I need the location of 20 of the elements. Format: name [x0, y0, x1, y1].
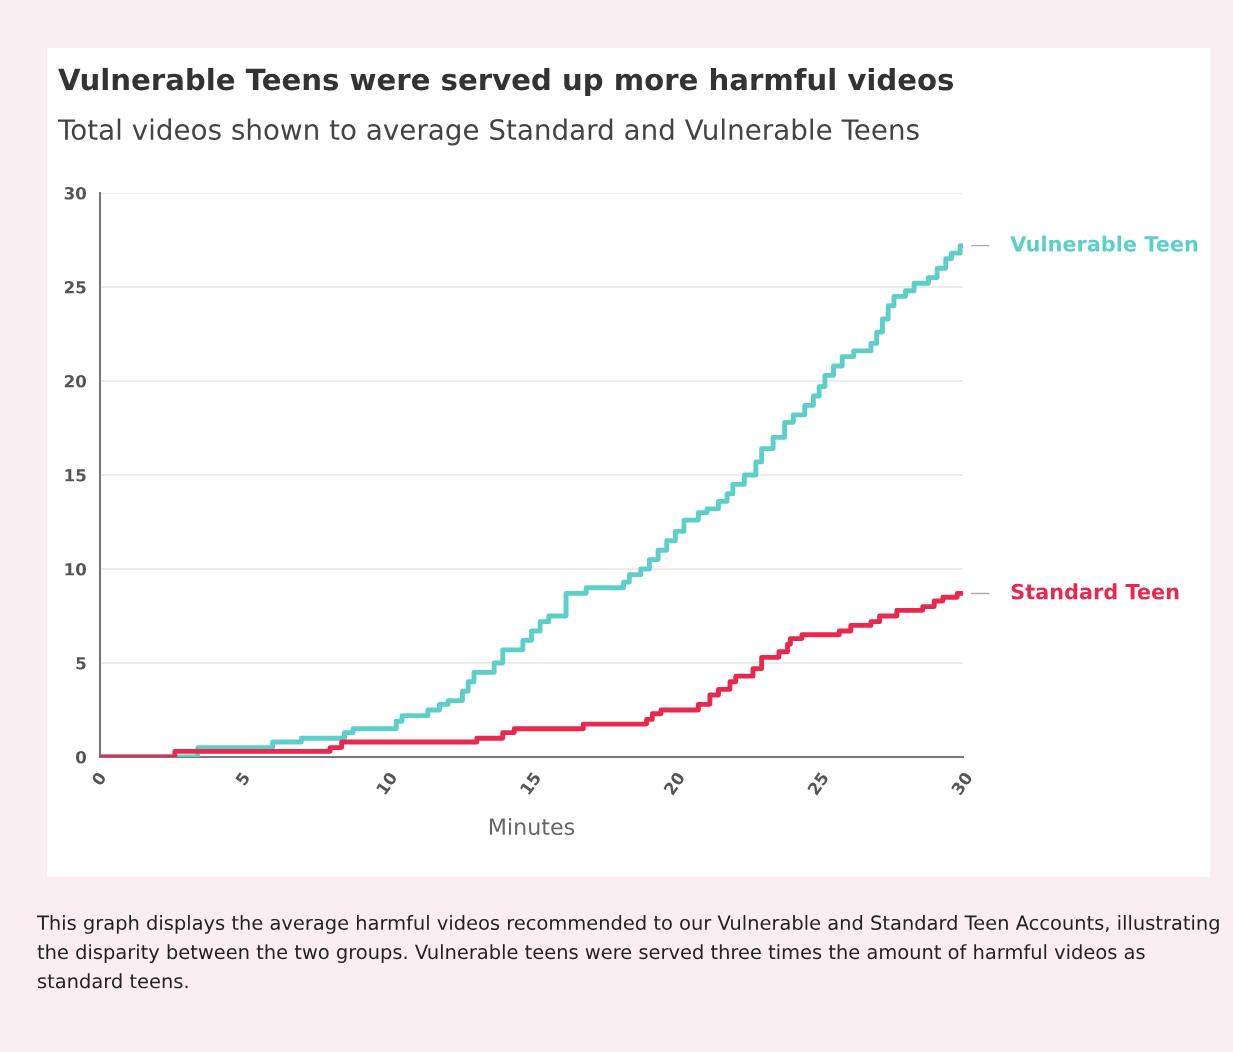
y-tick-label: 0: [76, 750, 87, 764]
chart-subtitle: Total videos shown to average Standard and Vulnerable Teens: [57, 118, 919, 146]
text: Standard Teen: [1011, 583, 1179, 600]
y-tick-label: 30: [64, 186, 87, 200]
y-tick-label: 10: [65, 562, 87, 576]
x-tick-label: 5: [235, 771, 251, 787]
x-tick-label: 0: [90, 771, 107, 787]
y-tick-label: 20: [64, 374, 87, 388]
chart-title: Vulnerable Teens were served up more harmful videos: [58, 67, 954, 97]
x-tick-label: 20: [663, 771, 686, 796]
x-axis-title: Minutes: [489, 817, 575, 836]
x-tick-label: 10: [375, 771, 398, 796]
y-tick-label: 5: [76, 657, 86, 670]
x-tick-label: 15: [519, 771, 542, 796]
y-tick-label: 25: [64, 280, 86, 294]
text: This graph displays the average harmful videos recommended to our Vulnerable and Standard Teen Accounts, illustrating the disparity between the two groups. Vulnerable teens were served three times the amount of harmful videos as standard teens.: [36, 915, 1219, 989]
text: Vulnerable Teen: [1010, 235, 1198, 252]
x-tick-label: 25: [806, 771, 830, 796]
x-tick-label: 30: [950, 771, 974, 796]
y-tick-label: 15: [65, 469, 86, 482]
